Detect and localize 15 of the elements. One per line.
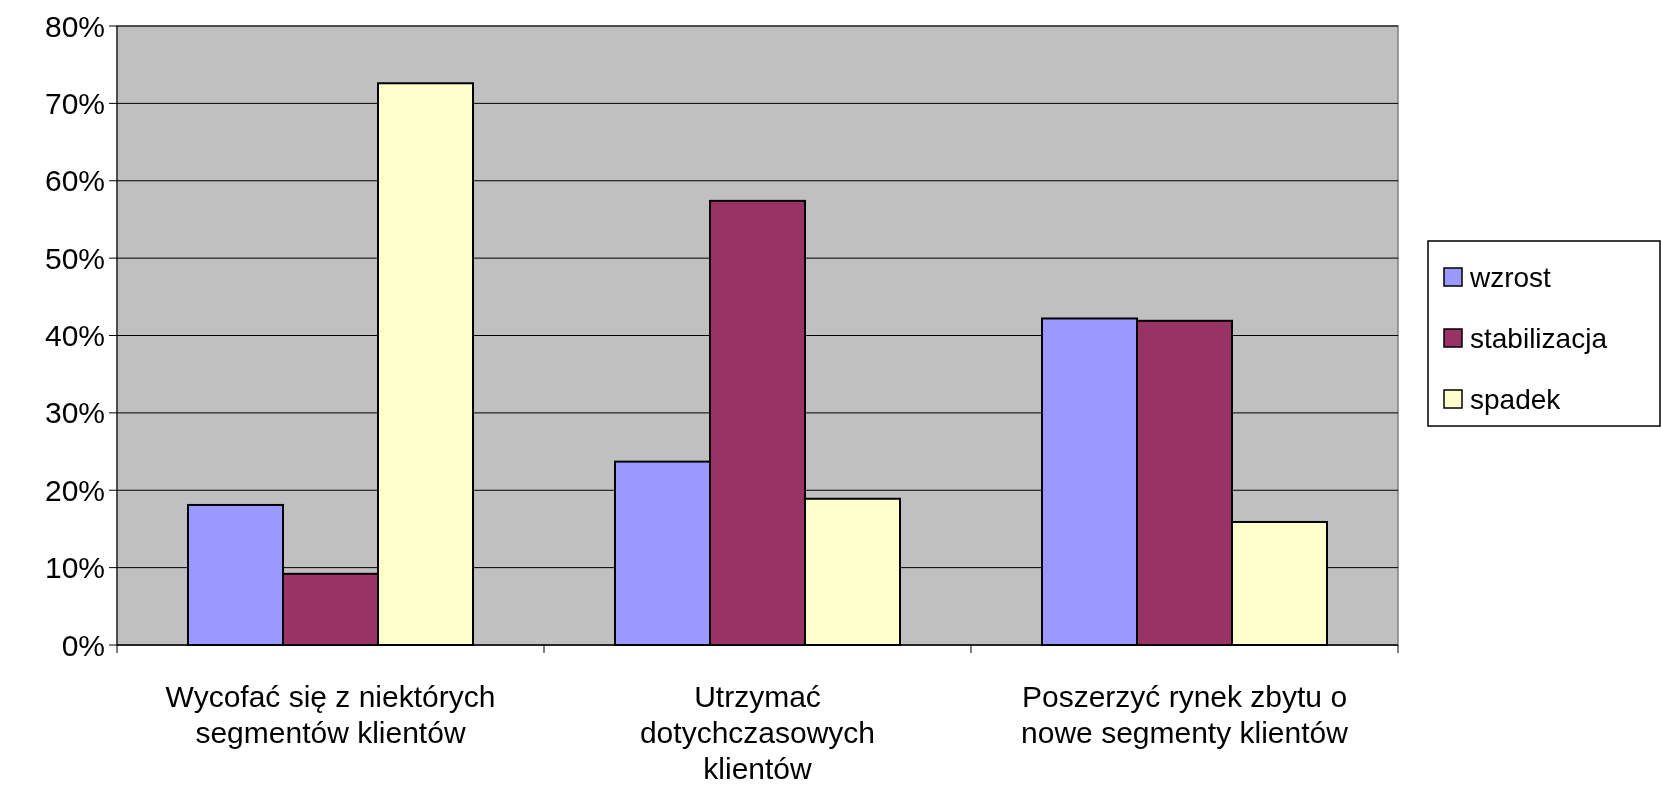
y-tick-label: 80%: [44, 9, 105, 43]
y-tick-label: 20%: [44, 473, 105, 507]
legend-label: stabilizacja: [1470, 322, 1608, 354]
y-tick-label: 0%: [61, 628, 105, 662]
x-tick-label: Wycofać się z niektórych segmentów klientów: [165, 680, 496, 749]
legend-label: spadek: [1470, 383, 1562, 415]
y-tick-label: 60%: [44, 164, 105, 198]
y-tick-label: 50%: [44, 241, 105, 275]
y-tick-label: 30%: [44, 396, 105, 430]
y-tick-label: 70%: [44, 86, 105, 120]
legend-label: wzrost: [1469, 261, 1552, 293]
y-tick-label: 40%: [44, 319, 105, 352]
x-tick-label: Utrzymać dotychczasowych klientów: [639, 680, 876, 785]
y-tick-label: 10%: [44, 551, 105, 585]
x-tick-label: Poszerzyć rynek zbytu o nowe segmenty klientów: [1021, 680, 1349, 749]
